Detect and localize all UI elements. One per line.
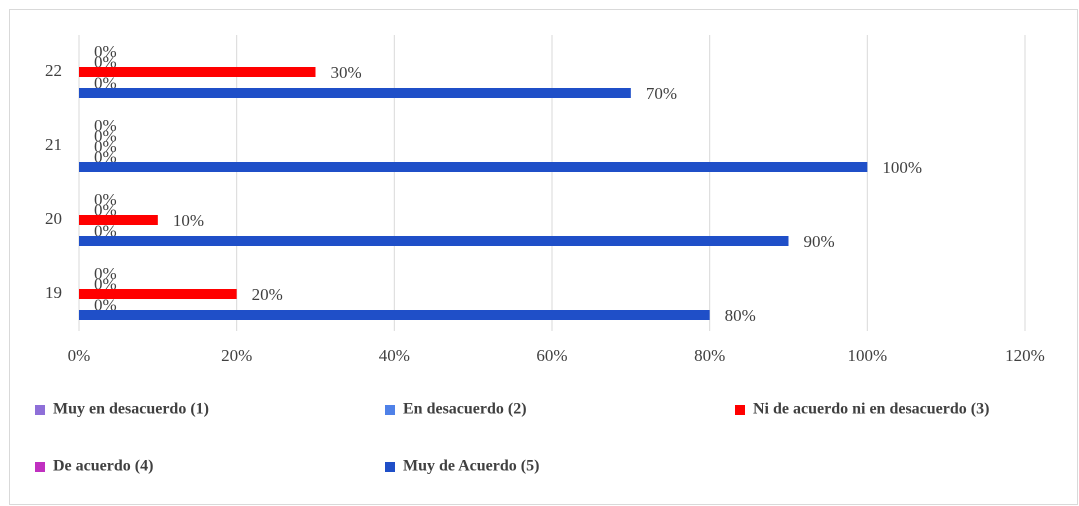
x-tick-label: 20%: [221, 346, 252, 365]
data-label: 0%: [94, 295, 117, 314]
bar: [79, 215, 158, 225]
data-label: 0%: [94, 264, 117, 283]
bar: [79, 67, 316, 77]
legend-label: De acuerdo (4): [53, 458, 153, 475]
x-tick-label: 80%: [694, 346, 725, 365]
bar: [79, 289, 237, 299]
y-tick-label: 22: [45, 61, 62, 80]
y-tick-label: 21: [45, 135, 62, 154]
chart-frame: [9, 9, 1078, 505]
bar: [79, 88, 631, 98]
legend-label: Ni de acuerdo ni en desacuerdo (3): [753, 401, 989, 418]
data-label: 0%: [94, 126, 117, 145]
data-label: 0%: [94, 137, 117, 156]
data-label: 30%: [331, 63, 362, 82]
data-label: 0%: [94, 52, 117, 71]
data-label: 0%: [94, 147, 117, 166]
legend-label: Muy de Acuerdo (5): [403, 458, 539, 475]
data-label: 0%: [94, 73, 117, 92]
data-label: 0%: [94, 221, 117, 240]
legend-label: Muy en desacuerdo (1): [53, 401, 209, 418]
legend-swatch: [385, 405, 395, 415]
x-tick-label: 100%: [847, 346, 887, 365]
legend-swatch: [35, 405, 45, 415]
y-tick-label: 20: [45, 209, 62, 228]
data-label: 20%: [252, 285, 283, 304]
data-label: 80%: [725, 306, 756, 325]
x-tick-label: 0%: [68, 346, 91, 365]
data-label: 0%: [94, 116, 117, 135]
bar: [79, 236, 789, 246]
data-label: 70%: [646, 84, 677, 103]
data-label: 0%: [94, 42, 117, 61]
legend-label: En desacuerdo (2): [403, 401, 527, 418]
data-label: 0%: [94, 200, 117, 219]
x-tick-label: 60%: [536, 346, 567, 365]
bar: [79, 162, 868, 172]
data-label: 10%: [173, 211, 204, 230]
legend-swatch: [35, 462, 45, 472]
x-tick-label: 120%: [1005, 346, 1045, 365]
legend-swatch: [385, 462, 395, 472]
bar: [79, 310, 710, 320]
data-label: 0%: [94, 274, 117, 293]
legend-swatch: [735, 405, 745, 415]
y-tick-label: 19: [45, 283, 62, 302]
data-label: 0%: [94, 190, 117, 209]
data-label: 90%: [804, 232, 835, 251]
x-tick-label: 40%: [379, 346, 410, 365]
data-label: 100%: [882, 158, 922, 177]
